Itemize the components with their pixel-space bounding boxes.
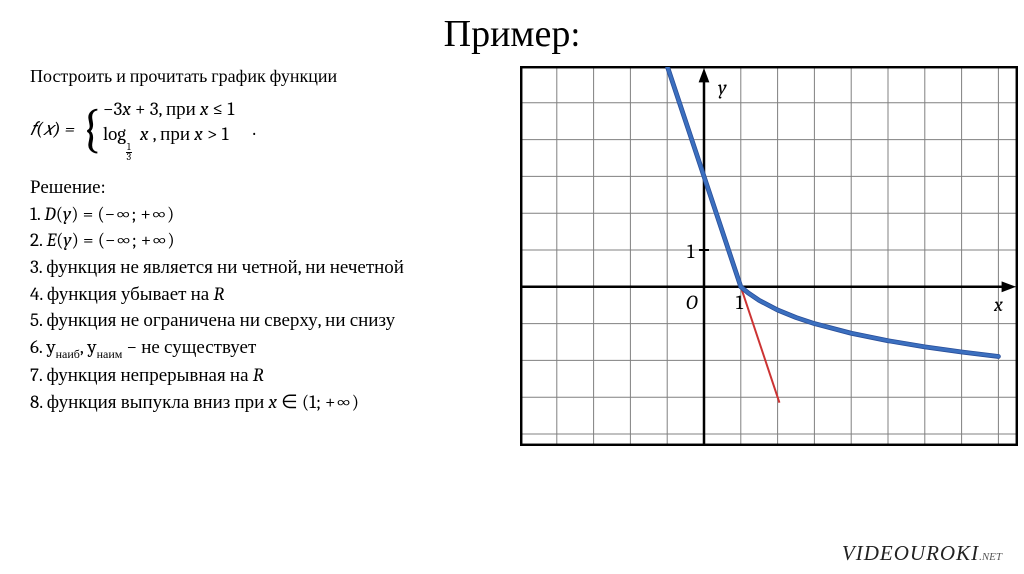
line-4: 4. функция убывает на R: [30, 282, 510, 308]
frac-den: 3: [126, 153, 132, 162]
content-row: Построить и прочитать график функции 𝑓(𝑥…: [0, 66, 1024, 446]
text-column: Построить и прочитать график функции 𝑓(𝑥…: [30, 66, 510, 446]
subtitle: Построить и прочитать график функции: [30, 66, 510, 87]
svg-text:1: 1: [736, 291, 744, 314]
line-1: 1. D(y) = (−∞; +∞): [30, 202, 510, 228]
function-formula: 𝑓(𝑥) = { −3x + 3, при x ≤ 1 log13 x , пр…: [30, 97, 510, 162]
svg-text:x: x: [993, 293, 1003, 316]
page-title: Пример:: [0, 0, 1024, 66]
formula-dot: .: [252, 118, 256, 140]
l6s2: наим: [97, 347, 123, 361]
l6b: , y: [80, 336, 97, 358]
piece-2: log13 x , при x > 1: [103, 122, 234, 162]
svg-text:1: 1: [687, 240, 695, 263]
l6a: 6. y: [30, 336, 56, 358]
solution-label: Решение:: [30, 176, 510, 199]
chart-container: y x O 1 1: [520, 66, 1018, 446]
watermark-ext: .NET: [979, 551, 1002, 563]
line-3: 3. функция не является ни четной, ни неч…: [30, 255, 510, 281]
brace-icon: {: [81, 106, 101, 152]
function-graph: y x O 1 1: [520, 66, 1018, 446]
l6s1: наиб: [56, 347, 80, 361]
formula-pieces: −3x + 3, при x ≤ 1 log13 x , при x > 1: [103, 97, 234, 162]
log-base: 13: [126, 143, 132, 162]
watermark-main: VIDEOUROKI: [842, 541, 979, 566]
formula-lhs: 𝑓(𝑥) =: [30, 118, 75, 140]
svg-text:O: O: [686, 291, 698, 314]
svg-text:y: y: [718, 76, 727, 99]
line-2: 2. E(y) = (−∞; +∞): [30, 228, 510, 254]
log-label: log: [103, 123, 126, 145]
line-8: 8. функция выпукла вниз при x ∈ (1; +∞): [30, 390, 510, 416]
piece-1: −3x + 3, при x ≤ 1: [103, 97, 234, 122]
l6c: − не существует: [122, 336, 256, 358]
line-6: 6. yнаиб, yнаим − не существует: [30, 335, 510, 362]
watermark: VIDEOUROKI.NET: [842, 541, 1002, 566]
line-7: 7. функция непрерывная на R: [30, 363, 510, 389]
line-5: 5. функция не ограничена ни сверху, ни с…: [30, 308, 510, 334]
